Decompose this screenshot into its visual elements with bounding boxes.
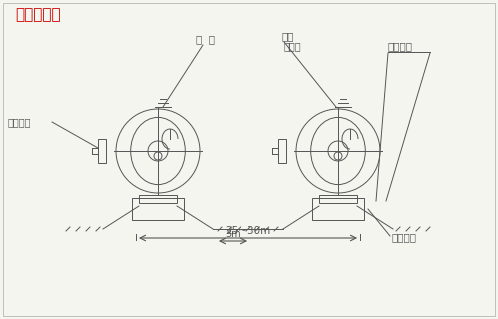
Text: 调整螺栓: 调整螺栓 bbox=[388, 41, 413, 51]
Text: 拉绳开关: 拉绳开关 bbox=[8, 117, 31, 127]
Bar bbox=[319, 195, 357, 203]
Text: 扎  关: 扎 关 bbox=[196, 34, 215, 44]
Text: 钢丝绳: 钢丝绳 bbox=[284, 41, 302, 51]
Bar bbox=[132, 198, 184, 220]
Bar bbox=[98, 139, 106, 163]
Bar bbox=[139, 195, 177, 203]
Bar bbox=[312, 198, 364, 220]
Text: 安装支架: 安装支架 bbox=[392, 232, 417, 242]
Text: 外形尺寸图: 外形尺寸图 bbox=[15, 8, 61, 23]
Bar bbox=[278, 139, 286, 163]
Text: 3m: 3m bbox=[225, 229, 241, 239]
Text: 托环: 托环 bbox=[282, 31, 294, 41]
Text: 25~30m: 25~30m bbox=[226, 226, 270, 236]
